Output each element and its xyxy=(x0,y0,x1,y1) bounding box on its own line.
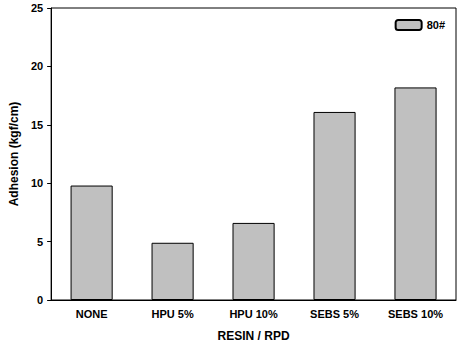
svg-text:25: 25 xyxy=(31,2,43,14)
svg-text:SEBS 5%: SEBS 5% xyxy=(310,308,359,320)
svg-text:RESIN / RPD: RESIN / RPD xyxy=(218,329,290,343)
svg-text:20: 20 xyxy=(31,60,43,72)
svg-text:Adhesion (kgf/cm): Adhesion (kgf/cm) xyxy=(7,102,21,207)
svg-text:NONE: NONE xyxy=(76,308,108,320)
svg-text:0: 0 xyxy=(37,294,43,306)
svg-text:10: 10 xyxy=(31,177,43,189)
svg-text:5: 5 xyxy=(37,236,43,248)
svg-text:HPU 10%: HPU 10% xyxy=(229,308,278,320)
svg-text:15: 15 xyxy=(31,119,43,131)
svg-text:SEBS 10%: SEBS 10% xyxy=(388,308,443,320)
svg-text:HPU 5%: HPU 5% xyxy=(152,308,194,320)
svg-text:80#: 80# xyxy=(427,19,445,31)
